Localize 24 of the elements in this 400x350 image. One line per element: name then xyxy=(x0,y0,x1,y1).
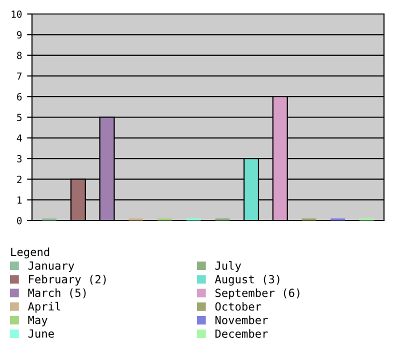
legend-label: December xyxy=(215,329,268,338)
y-tick-label: 9 xyxy=(17,31,22,39)
y-tick-label: 2 xyxy=(17,176,22,183)
y-tick-label: 0 xyxy=(17,217,22,224)
y-tick-label: 8 xyxy=(17,52,22,60)
y-tick-label: 1 xyxy=(18,196,22,204)
y-tick-label: 10 xyxy=(12,10,22,18)
y-tick-label: 6 xyxy=(17,93,22,100)
y-tick-label: 4 xyxy=(16,134,22,142)
y-tick-label: 5 xyxy=(17,114,22,122)
legend-label: January xyxy=(28,262,74,272)
legend-label: June xyxy=(28,330,54,338)
legend-label: May xyxy=(28,316,48,326)
legend-label: March (5) xyxy=(28,288,86,298)
legend-label: February (2) xyxy=(29,274,106,286)
legend-label: September (6) xyxy=(215,288,300,300)
legend-label: October xyxy=(215,302,262,311)
y-tick-label: 7 xyxy=(17,72,22,80)
legend-label: August (3) xyxy=(214,274,280,286)
legend-label: July xyxy=(215,261,242,272)
legend-title: Legend xyxy=(11,248,50,258)
legend-label: November xyxy=(215,316,268,324)
legend-label: April xyxy=(28,302,60,313)
y-tick-label: 3 xyxy=(17,155,22,162)
